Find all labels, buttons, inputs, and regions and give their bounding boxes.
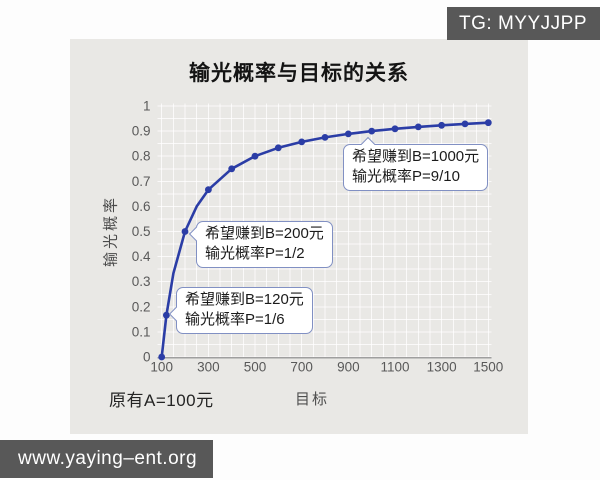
svg-text:0.8: 0.8 — [132, 149, 151, 164]
svg-text:0.1: 0.1 — [132, 324, 151, 339]
svg-text:1: 1 — [143, 99, 151, 114]
annotation-b1000: 希望赚到B=1000元 输光概率P=9/10 — [343, 144, 489, 191]
svg-text:0.3: 0.3 — [132, 274, 151, 289]
annotation-line: 输光概率P=9/10 — [352, 168, 460, 185]
svg-text:1500: 1500 — [473, 360, 503, 375]
svg-text:500: 500 — [244, 360, 267, 375]
svg-text:0.2: 0.2 — [132, 299, 151, 314]
svg-text:0: 0 — [143, 350, 151, 365]
y-axis-label: 输光概率 — [102, 194, 120, 268]
svg-text:300: 300 — [197, 360, 220, 375]
annotation-line: 希望赚到B=120元 — [185, 291, 304, 308]
chart-title: 输光概率与目标的关系 — [189, 62, 409, 85]
svg-text:0.4: 0.4 — [132, 249, 151, 264]
website-watermark-badge: www.yaying–ent.org — [0, 440, 214, 478]
annotation-line: 希望赚到B=200元 — [205, 225, 324, 242]
svg-text:700: 700 — [290, 360, 313, 375]
svg-text:1300: 1300 — [427, 360, 457, 375]
svg-text:1100: 1100 — [380, 360, 409, 375]
svg-text:0.6: 0.6 — [132, 199, 151, 214]
telegram-watermark-badge: TG: MYYJJPP — [447, 7, 600, 40]
annotation-b200: 希望赚到B=200元 输光概率P=1/2 — [196, 221, 333, 268]
annotation-b120: 希望赚到B=120元 输光概率P=1/6 — [176, 287, 313, 334]
svg-text:900: 900 — [337, 360, 360, 375]
svg-text:0.7: 0.7 — [132, 174, 151, 189]
annotation-line: 输光概率P=1/6 — [185, 311, 285, 328]
annotation-line: 输光概率P=1/2 — [205, 245, 305, 262]
svg-text:0.5: 0.5 — [132, 224, 151, 239]
x-axis-label: 目标 — [295, 391, 330, 408]
svg-text:100: 100 — [150, 360, 173, 375]
annotation-line: 希望赚到B=1000元 — [352, 148, 480, 165]
initial-amount-note: 原有A=100元 — [109, 391, 214, 410]
svg-text:0.9: 0.9 — [132, 124, 151, 139]
